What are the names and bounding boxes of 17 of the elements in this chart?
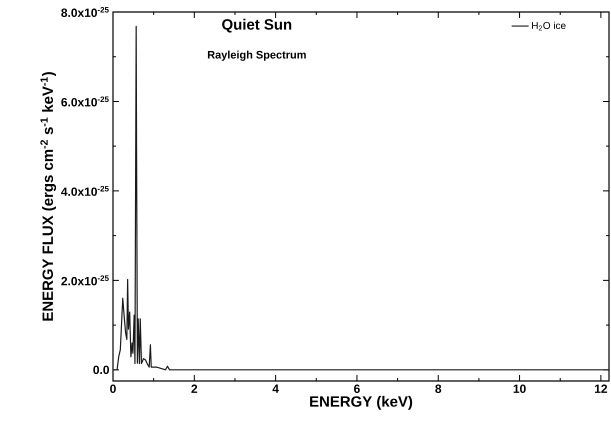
chart-title: Quiet Sun bbox=[222, 18, 292, 33]
y-tick-label: 4.0x10$^{-25}$ bbox=[61, 186, 109, 196]
x-tick-label: 0 bbox=[110, 384, 116, 393]
x-tick-label: 12 bbox=[594, 384, 608, 393]
y-tick-label: 6.0x10$^{-25}$ bbox=[61, 96, 109, 106]
x-tick-label: 4 bbox=[272, 384, 279, 393]
x-tick-label: 6 bbox=[354, 384, 360, 393]
legend-label: H$_{2}$O ice bbox=[532, 22, 566, 30]
x-tick-label: 2 bbox=[191, 384, 198, 393]
y-tick-label: 8.0x10$^{-25}$ bbox=[61, 6, 109, 17]
y-tick-label: 2.0x10$^{-25}$ bbox=[61, 275, 109, 286]
text: Rayleigh Spectrum bbox=[208, 50, 306, 61]
x-tick-label: 10 bbox=[514, 384, 526, 393]
x-axis-title: ENERGY (keV) bbox=[310, 396, 412, 410]
x-tick-label: 8 bbox=[435, 384, 442, 393]
y-tick-label: 0.0 bbox=[93, 366, 109, 374]
y-axis-title: ENERGY FLUX (ergs cm$^{-2}$ s$^{-1}$ keV$^{-1}$) bbox=[40, 72, 56, 321]
